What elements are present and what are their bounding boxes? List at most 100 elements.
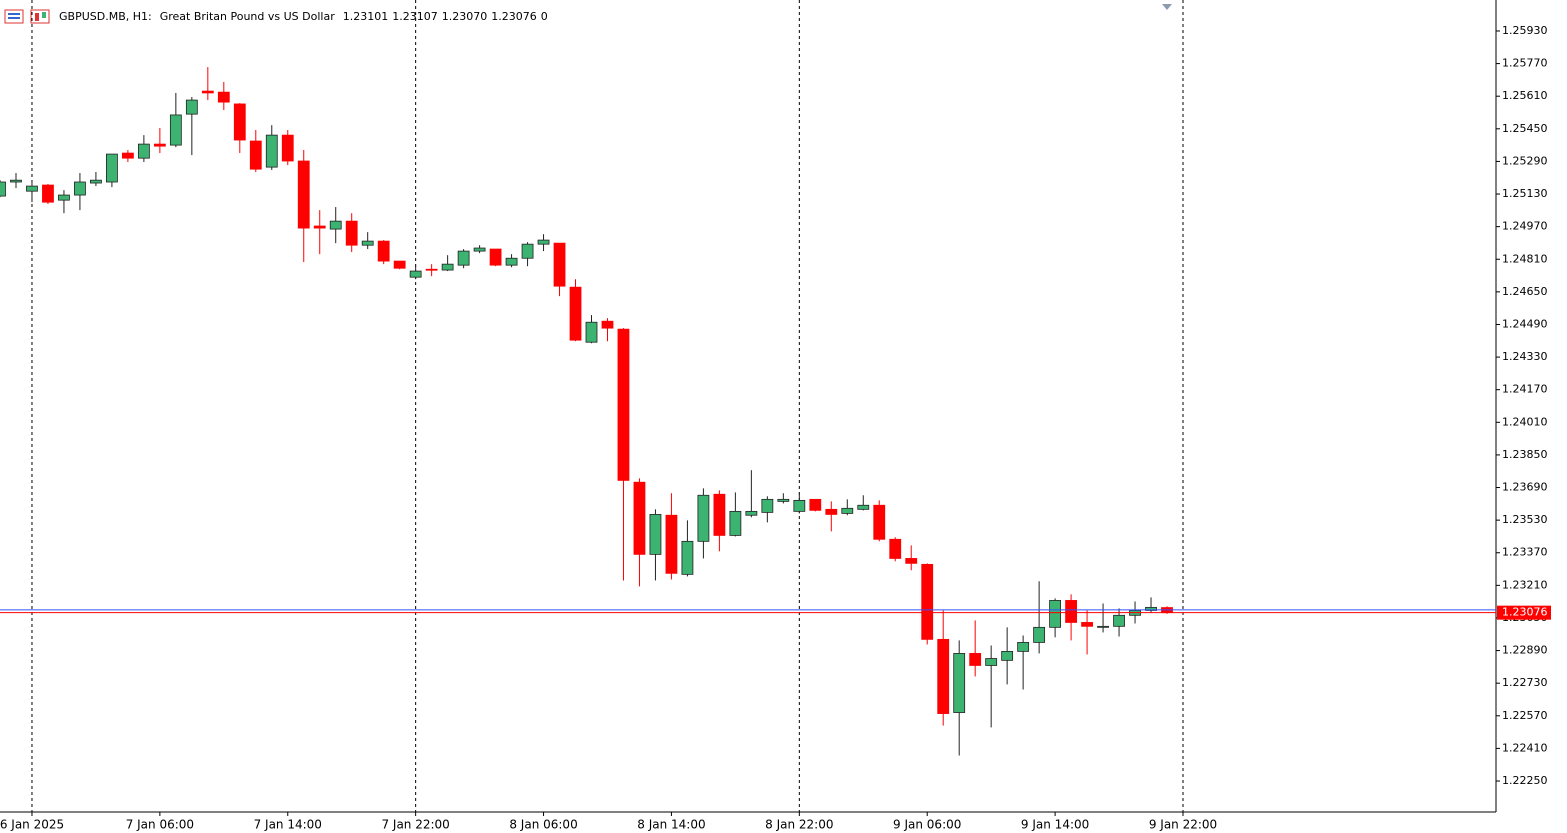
candle-body — [553, 242, 566, 287]
last-price-tag — [1497, 605, 1551, 620]
header-value: 0 — [541, 10, 548, 23]
y-tick-label: 1.23530 — [1502, 513, 1548, 526]
candle-body — [217, 91, 230, 103]
x-tick-label: 7 Jan 06:00 — [126, 818, 194, 832]
candle-body — [58, 194, 70, 201]
description: Great Britan Pound vs US Dollar — [160, 10, 335, 23]
y-tick-label: 1.24650 — [1502, 285, 1548, 298]
candle-body — [841, 507, 854, 514]
candle-body — [473, 247, 486, 252]
candle-body — [457, 250, 470, 266]
x-tick-label: 6 Jan 2025 — [0, 818, 64, 832]
candle-body — [633, 481, 646, 555]
candle-body — [1049, 600, 1062, 628]
candle-body — [489, 248, 502, 266]
header-value: 1.23076 — [491, 10, 537, 23]
x-tick-label: 9 Jan 14:00 — [1021, 818, 1089, 832]
candle-body — [425, 268, 438, 271]
candle-body — [377, 240, 390, 262]
header: GBPUSD.MB, H1: Great Britan Pound vs US D… — [59, 10, 548, 23]
candle-body — [729, 510, 742, 536]
y-tick-label: 1.25930 — [1502, 24, 1548, 37]
candle-body — [617, 328, 630, 481]
candle-body — [313, 225, 326, 229]
candle-body — [505, 257, 518, 266]
header-value: 1.23101 — [343, 10, 389, 23]
x-tick-label: 8 Jan 22:00 — [765, 818, 833, 832]
y-tick-label: 1.23210 — [1502, 578, 1548, 591]
candle-body — [345, 220, 358, 246]
candle-body — [1001, 650, 1014, 661]
y-tick-label: 1.25130 — [1502, 187, 1548, 200]
x-tick-label: 9 Jan 06:00 — [893, 818, 961, 832]
candle-body — [793, 499, 806, 512]
y-tick-label: 1.22730 — [1502, 676, 1548, 689]
y-tick-label: 1.25290 — [1502, 154, 1548, 167]
candle-body — [713, 493, 726, 536]
candle-body — [1097, 625, 1109, 628]
y-tick-label: 1.25610 — [1502, 89, 1548, 102]
candle-body — [1113, 614, 1125, 627]
x-tick-label: 8 Jan 14:00 — [637, 818, 705, 832]
shift-marker — [1162, 4, 1172, 10]
candle-body — [937, 638, 950, 714]
y-tick-label: 1.25450 — [1502, 122, 1548, 135]
candle-body — [265, 134, 278, 168]
candle-body — [585, 321, 598, 343]
last-price-label: 1.23076 — [1502, 606, 1548, 619]
candle-body — [281, 134, 294, 162]
y-tick-label: 1.24490 — [1502, 317, 1548, 330]
y-tick-label: 1.24330 — [1502, 350, 1548, 363]
candle-body — [1065, 600, 1077, 623]
candle-body — [1017, 642, 1030, 652]
candle-body — [921, 563, 934, 640]
candle-body — [777, 498, 790, 502]
y-tick-label: 1.24810 — [1502, 252, 1548, 265]
candle-body — [953, 653, 966, 713]
candle-body — [169, 114, 182, 146]
candle-body — [137, 143, 150, 159]
y-tick-label: 1.22890 — [1502, 644, 1548, 657]
candle-body — [0, 181, 6, 197]
candle-body — [649, 514, 662, 555]
candle-body — [969, 653, 982, 666]
candle-body — [681, 540, 694, 575]
candle-body — [697, 494, 710, 542]
candle-body — [106, 153, 118, 183]
candle-body — [185, 99, 198, 115]
candle-body — [905, 558, 918, 564]
y-tick-label: 1.22570 — [1502, 709, 1548, 722]
candle-body — [10, 179, 22, 183]
candle-body — [361, 240, 374, 246]
candle-body — [809, 498, 822, 511]
x-tick-label: 8 Jan 06:00 — [509, 818, 577, 832]
candle-body — [1145, 606, 1157, 611]
y-tick-label: 1.24010 — [1502, 415, 1548, 428]
candle-body — [537, 239, 550, 245]
candle-body — [857, 504, 870, 510]
y-tick-label: 1.24170 — [1502, 383, 1548, 396]
candle-body — [601, 320, 614, 329]
candle-body — [153, 143, 166, 147]
candle-body — [121, 152, 134, 159]
y-tick-label: 1.23370 — [1502, 546, 1548, 559]
icon-chart — [30, 9, 50, 24]
icon-bar — [42, 12, 46, 18]
y-tick-label: 1.24970 — [1502, 220, 1548, 233]
candle-body — [233, 103, 246, 141]
icon-bar — [35, 13, 39, 21]
candle-body — [1081, 622, 1093, 627]
x-tick-label: 7 Jan 22:00 — [381, 818, 449, 832]
candle-body — [761, 498, 774, 513]
y-tick-label: 1.23850 — [1502, 448, 1548, 461]
candle-body — [26, 185, 38, 192]
candle-body — [329, 220, 342, 230]
y-tick-label: 1.25770 — [1502, 57, 1548, 70]
candle-body — [665, 514, 678, 574]
candle-body — [985, 658, 998, 666]
candle-body — [42, 184, 54, 203]
candle-body — [297, 160, 310, 229]
candle-body — [249, 140, 262, 170]
symbol: GBPUSD.MB, H1: — [59, 10, 152, 23]
